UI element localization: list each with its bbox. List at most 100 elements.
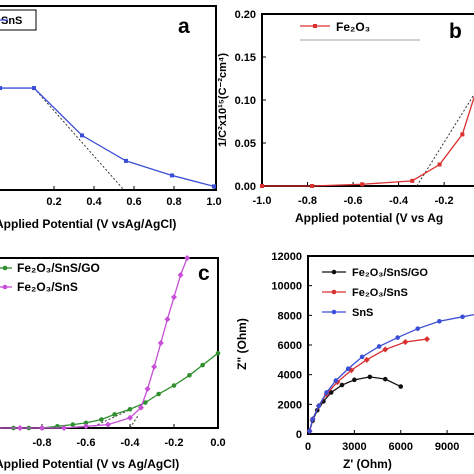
panel-d: Z" (Ohm) Z' (Ohm) 0 3000 6000 9000 0 2000 4000… (235, 251, 474, 471)
panel-d-ytick-label-0: 0 (296, 429, 302, 441)
panel-a-series-sns-point-1 (32, 86, 36, 91)
panel-c-series-fe2o3-sns-point-7 (138, 404, 144, 411)
panel-b-ytick-label-0: 0.00 (235, 181, 256, 193)
panel-c-series-fe2o3-sns-point-13 (177, 272, 184, 278)
panel-d-ytick-label-5: 10000 (271, 281, 302, 293)
panel-c-xtick-label-3: -0.2 (165, 437, 184, 449)
panel-d-series-fe2o3-sns-go-point-8 (382, 376, 388, 382)
panel-c-series-fe2o3-sns-point-2 (39, 425, 45, 431)
panel-c-series-fe2o3-sns-point-6 (127, 414, 133, 421)
panel-c-series-fe2o3-sns-point-11 (164, 316, 171, 323)
panel-c-series-fe2o3-sns-go-point-7 (99, 417, 104, 422)
panel-c-series-fe2o3-sns-go-point-5 (70, 422, 76, 427)
panel-c-series-fe2o3-sns-go-point-15 (215, 350, 221, 356)
panel-b-legend-marker (313, 24, 317, 28)
panel-c-xtick-label-4: 0.0 (210, 437, 225, 449)
panel-a-legend-box (0, 9, 37, 31)
panel-c-xtick-label-2: -0.4 (121, 437, 141, 449)
panel-b-ytick-label-4: 0.20 (235, 9, 256, 21)
panel-a-series-sns-point-4 (170, 173, 174, 178)
panel-c-series-fe2o3-sns-go-point-10 (143, 400, 148, 405)
panel-d-series-fe2o3-sns-go-point-9 (398, 384, 404, 389)
panel-c-series-fe2o3-sns-point-4 (83, 423, 89, 430)
panel-a-series-sns-point-0 (0, 86, 2, 91)
panel-a-legend-label: SnS (1, 15, 22, 27)
panel-b-legend-label: Fe₂O₃ (336, 20, 370, 34)
panel-d-xtick-label-3: 9000 (435, 441, 459, 453)
panel-b-series-fe2o3-point-0 (260, 184, 264, 188)
panel-d-series-sns-point-2 (316, 403, 322, 409)
panel-d-series-fe2o3-sns-point-7 (382, 346, 389, 353)
panel-c-xlabel: Applied Potential (V vs Ag/AgCl) (0, 457, 179, 471)
panel-b-xtick-label-3: -0.4 (389, 195, 409, 207)
panel-d-series-sns-point-10 (437, 318, 442, 324)
panel-c-series-fe2o3-sns-go-point-12 (171, 383, 177, 388)
panel-c-fit-line-1 (129, 414, 140, 429)
panel-c-series-fe2o3-sns-go-point-6 (83, 420, 89, 426)
panel-d-ytick-label-1: 2000 (278, 399, 302, 411)
panel-d-series-sns-point-3 (324, 390, 329, 395)
panel-a-frame (0, 5, 217, 191)
panel-d-series-fe2o3-sns-go-line (308, 376, 402, 432)
panel-d-series-fe2o3-sns-point-9 (424, 336, 430, 343)
panel-b-series-fe2o3-point-3 (410, 178, 415, 183)
panel-b-ytick-label-1: 0.05 (235, 138, 256, 150)
panel-b-ylabel: 1/C²x10¹⁵(C⁻²cm⁴) (217, 53, 229, 147)
panel-a-letter: a (178, 15, 190, 38)
panel-c-series-fe2o3-sns-point-3 (61, 425, 67, 431)
panel-d-legend-label-0: Fe₂O₃/SnS/GO (352, 267, 428, 279)
panel-d-ytick-label-4: 8000 (278, 310, 302, 322)
panel-d-series-sns-point-0 (307, 428, 312, 434)
panel-a-series-sns-point-3 (124, 158, 128, 163)
panel-d-legend-marker-0 (331, 269, 337, 275)
panel-a-series-sns-point-5 (212, 184, 216, 189)
panel-c-series-fe2o3-sns-point-8 (144, 385, 151, 392)
panel-b-ytick-label-3: 0.15 (235, 52, 256, 64)
panel-d-legend-marker-1 (331, 289, 337, 295)
panel-c-series-fe2o3-sns-go-point-8 (112, 412, 117, 417)
panel-c-xtick-label-0: -0.8 (33, 437, 52, 449)
panel-c-letter: c (198, 262, 210, 285)
panel-d-series-sns-line (308, 313, 474, 432)
panel-a-xtick-label-0: 0.2 (46, 196, 61, 208)
panel-d-series-fe2o3-sns-go-point-7 (367, 374, 373, 380)
panel-c-series-fe2o3-sns-go-line (0, 352, 219, 429)
panel-d-series-fe2o3-sns-point-8 (402, 339, 409, 346)
panel-d-series-sns-point-7 (376, 344, 382, 349)
panel-a: a SnS 0.2 0.4 0.6 0.8 1.0 Applied Potential … (0, 5, 222, 231)
panel-b-xtick-label-0: -1.0 (253, 195, 272, 207)
panel-d-xtick-label-2: 6000 (388, 441, 412, 453)
panel-b-series-fe2o3-line (262, 95, 474, 187)
panel-b-xtick-label-2: -0.6 (344, 195, 363, 207)
panel-d-legend-label-2: SnS (352, 307, 373, 319)
panel-b-xlabel: Applied potential (V vs Ag (295, 211, 443, 225)
panel-c-series-fe2o3-sns-go-point-11 (156, 391, 161, 397)
panel-a-xtick-label-1: 0.4 (86, 196, 102, 208)
panel-d-xlabel: Z' (Ohm) (343, 457, 392, 471)
panel-a-xlabel: Applied Potential (V vsAg/AgCl) (0, 217, 176, 231)
panel-c-legend-marker-0 (2, 265, 8, 271)
panel-b-xtick-label-4: -0.2 (435, 195, 454, 207)
panel-c-series-fe2o3-sns-point-10 (157, 340, 164, 346)
panel-d-ylabel: Z" (Ohm) (235, 318, 249, 370)
panel-d-series-sns-point-5 (345, 366, 351, 372)
panel-c-legend-label-0: Fe₂O₃/SnS/GO (17, 261, 100, 275)
panel-d-legend-label-1: Fe₂O₃/SnS (352, 287, 408, 299)
panel-a-fit-line (33, 87, 125, 191)
panel-c-legend-marker-1 (2, 284, 8, 290)
panel-c-series-fe2o3-sns-point-9 (151, 363, 158, 370)
panel-c-series-fe2o3-sns-point-12 (171, 294, 177, 301)
panel-d-series-sns-point-8 (395, 335, 400, 340)
panel-d-xtick-label-1: 3000 (342, 441, 366, 453)
panel-b-xtick-label-1: -0.8 (298, 195, 317, 207)
panel-d-series-sns-point-1 (310, 416, 315, 422)
panel-d-series-sns-point-11 (460, 314, 465, 320)
panel-b-series-fe2o3-point-1 (310, 184, 315, 188)
panel-d-legend-marker-2 (331, 309, 337, 315)
panel-c-series-fe2o3-sns-point-0 (0, 427, 1, 429)
panel-c-frame (0, 257, 219, 429)
panel-c-legend-label-1: Fe₂O₃/SnS (17, 280, 78, 294)
panel-b-fit-line (416, 93, 474, 187)
panel-c-series-fe2o3-sns-go-point-14 (200, 362, 205, 368)
